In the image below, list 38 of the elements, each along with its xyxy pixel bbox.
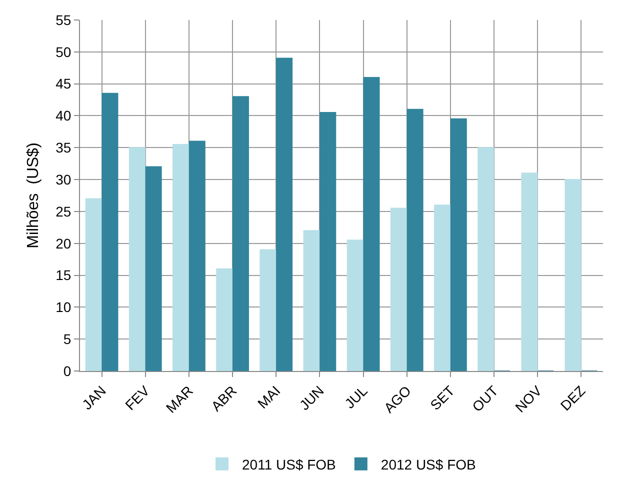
- y-tick-label: 35: [56, 140, 72, 156]
- legend-label: 2011 US$ FOB: [242, 456, 336, 472]
- y-tick-label: 0: [63, 362, 72, 379]
- y-axis-title: Milhões (US$): [25, 142, 42, 248]
- y-tick-label: 55: [56, 12, 72, 28]
- bar: [216, 268, 233, 371]
- y-tick-label: 5: [63, 330, 72, 347]
- x-tick-label: JUL: [341, 382, 371, 412]
- bar: [521, 172, 538, 371]
- y-tick-label: 25: [56, 203, 72, 220]
- bar: [102, 92, 118, 371]
- bar: [346, 240, 364, 371]
- bar: [450, 118, 467, 371]
- bar: [188, 140, 206, 371]
- bar: [128, 147, 146, 371]
- y-tick-label: 30: [56, 171, 72, 188]
- y-tick-label: 10: [56, 299, 72, 316]
- bar: [478, 147, 494, 371]
- bar: [303, 230, 320, 371]
- bar: [406, 108, 424, 371]
- bar: [320, 112, 336, 371]
- legend-label: 2012 US$ FOB: [380, 456, 476, 472]
- bar: [85, 198, 102, 371]
- bar: [232, 96, 249, 371]
- y-tick-label: 15: [56, 267, 72, 284]
- bar: [363, 76, 380, 371]
- bar: [390, 208, 407, 371]
- bar: [434, 204, 451, 371]
- x-tick-label: MAI: [254, 382, 284, 412]
- y-tick-label: 40: [56, 108, 72, 124]
- y-tick-label: 50: [56, 44, 72, 60]
- bar: [172, 144, 190, 371]
- bar: [276, 58, 293, 371]
- y-tick-label: 45: [56, 76, 72, 92]
- y-tick-label: 20: [56, 235, 72, 252]
- bar: [564, 179, 582, 371]
- bar: [260, 249, 276, 371]
- bar: [145, 166, 162, 371]
